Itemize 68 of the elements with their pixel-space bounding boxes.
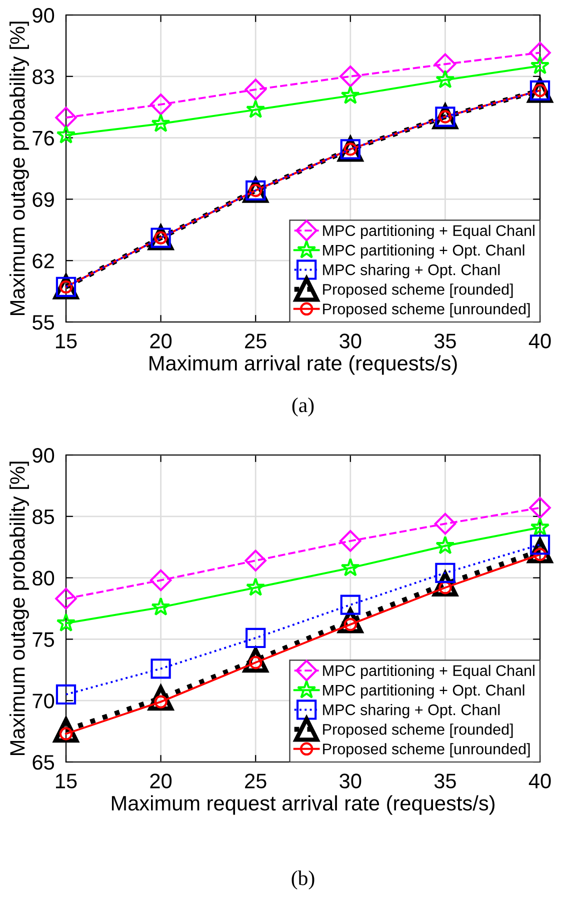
y-tick-label: 69 <box>32 192 54 207</box>
x-tick-label: 30 <box>340 774 362 788</box>
point <box>529 496 551 519</box>
y-tick-label: 65 <box>32 755 54 770</box>
y-tick-label: 75 <box>32 632 54 647</box>
point <box>529 42 551 64</box>
point <box>436 70 455 88</box>
point <box>340 66 362 88</box>
y-tick-label: 70 <box>32 694 54 708</box>
point <box>151 597 170 616</box>
point <box>55 588 77 610</box>
y-tick-label: 76 <box>32 130 54 146</box>
point <box>56 684 76 705</box>
y-tick-label: 80 <box>32 570 54 586</box>
legend-label: MPC partitioning + Opt. Chanl <box>323 684 524 699</box>
x-tick-label: 20 <box>150 774 172 788</box>
y-axis-title: Maximum outage probability [%] <box>10 462 29 755</box>
y-tick-label: 55 <box>32 315 54 330</box>
x-tick-label: 30 <box>340 334 362 348</box>
point <box>530 56 550 74</box>
x-tick-label: 40 <box>528 334 551 348</box>
point <box>244 550 266 572</box>
x-tick-label: 20 <box>150 334 172 348</box>
x-axis-title: Maximum arrival rate (requests/s) <box>150 355 457 375</box>
x-tick-label: 35 <box>434 334 456 348</box>
legend-label: MPC partitioning + Equal Chanl <box>323 664 534 680</box>
y-tick-label: 83 <box>32 69 54 84</box>
x-axis-title: Maximum request arrival rate (requests/s) <box>112 795 494 815</box>
point <box>150 94 172 116</box>
legend-label: MPC partitioning + Opt. Chanl <box>323 244 524 259</box>
legend-label: MPC sharing + Opt. Chanl <box>323 264 500 278</box>
x-tick-label: 15 <box>56 774 77 788</box>
legend-label: Proposed scheme [unrounded] <box>323 303 530 318</box>
point <box>246 628 266 648</box>
x-tick-label: 25 <box>245 774 266 788</box>
point <box>340 530 362 552</box>
point <box>340 558 360 576</box>
text: (a) <box>292 398 314 416</box>
y-axis-title: Maximum outage probability [%] <box>10 22 29 315</box>
point <box>434 512 456 535</box>
point <box>55 106 77 128</box>
point <box>150 658 171 679</box>
point <box>340 86 360 104</box>
point <box>150 569 172 592</box>
point <box>246 100 266 118</box>
legend-label: MPC sharing + Opt. Chanl <box>323 704 500 718</box>
y-tick-label: 85 <box>32 509 54 524</box>
text: (b) <box>292 870 314 890</box>
x-tick-label: 25 <box>245 334 266 348</box>
legend-label: Proposed scheme [unrounded] <box>323 743 530 758</box>
y-tick-label: 90 <box>32 448 54 463</box>
point <box>244 78 266 100</box>
point <box>151 114 170 132</box>
x-tick-label: 40 <box>528 774 551 788</box>
point <box>436 536 455 554</box>
point <box>530 517 550 536</box>
point <box>340 594 360 615</box>
legend-label: MPC partitioning + Equal Chanl <box>323 224 534 240</box>
y-tick-label: 62 <box>32 254 54 268</box>
legend-label: Proposed scheme [rounded] <box>323 724 513 738</box>
point <box>246 578 266 596</box>
x-tick-label: 15 <box>56 334 77 348</box>
y-tick-label: 90 <box>32 8 54 23</box>
point <box>56 125 76 144</box>
point <box>434 53 456 75</box>
legend-label: Proposed scheme [rounded] <box>323 284 513 298</box>
x-tick-label: 35 <box>434 774 456 788</box>
point <box>56 613 76 632</box>
